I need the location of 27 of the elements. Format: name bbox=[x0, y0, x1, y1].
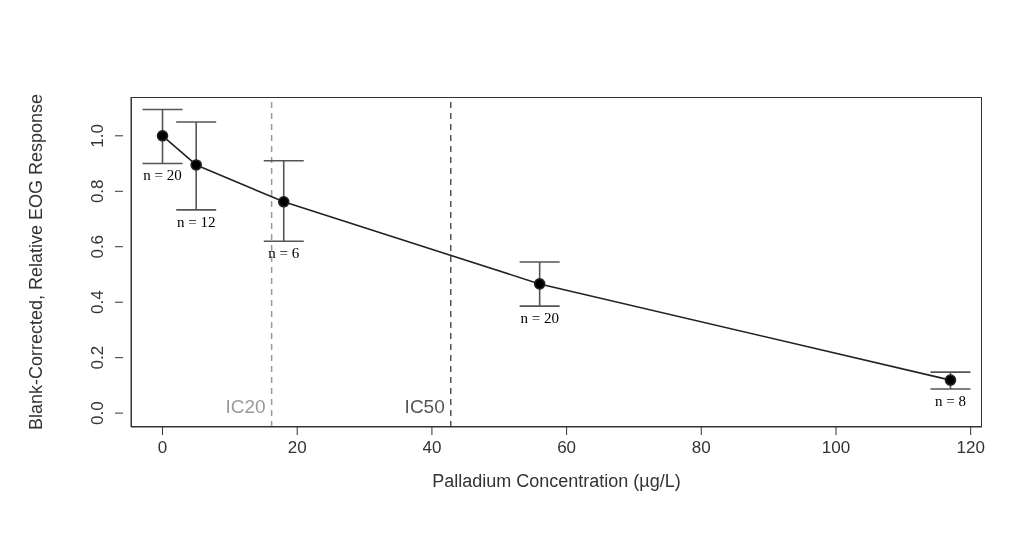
annotation: n = 20 bbox=[143, 167, 182, 184]
annotation: n = 8 bbox=[935, 392, 966, 409]
ref-line-label: IC20 bbox=[225, 396, 266, 417]
point bbox=[190, 159, 202, 171]
x-tick-label: 100 bbox=[821, 438, 851, 458]
x-tick-label: 40 bbox=[422, 438, 442, 458]
x-tick-label: 60 bbox=[557, 438, 577, 458]
x-axis-title: Palladium Concentration (µg/L) bbox=[432, 471, 681, 491]
x-tick-label: 0 bbox=[157, 438, 168, 458]
annotation: n = 6 bbox=[268, 244, 300, 261]
point bbox=[944, 374, 957, 386]
point bbox=[533, 278, 546, 290]
x-tick-label: 20 bbox=[287, 438, 307, 458]
x-tick-label: 120 bbox=[956, 438, 985, 458]
annotation: n = 12 bbox=[176, 213, 216, 230]
y-tick-label: 0.2 bbox=[88, 345, 107, 370]
y-axis-title: Blank-Corrected, Relative EOG Response bbox=[26, 93, 47, 431]
y-tick-label: 0.0 bbox=[88, 401, 107, 425]
y-tick-label: 0.4 bbox=[88, 290, 107, 315]
point bbox=[277, 196, 290, 208]
point bbox=[156, 130, 169, 142]
y-tick-label: 1.0 bbox=[88, 124, 107, 148]
annotation: n = 20 bbox=[520, 309, 559, 326]
y-tick-label: 0.6 bbox=[88, 234, 107, 259]
y-tick-label: 0.8 bbox=[88, 179, 107, 204]
ref-line-label: IC50 bbox=[404, 396, 445, 417]
x-tick-label: 80 bbox=[691, 438, 711, 458]
